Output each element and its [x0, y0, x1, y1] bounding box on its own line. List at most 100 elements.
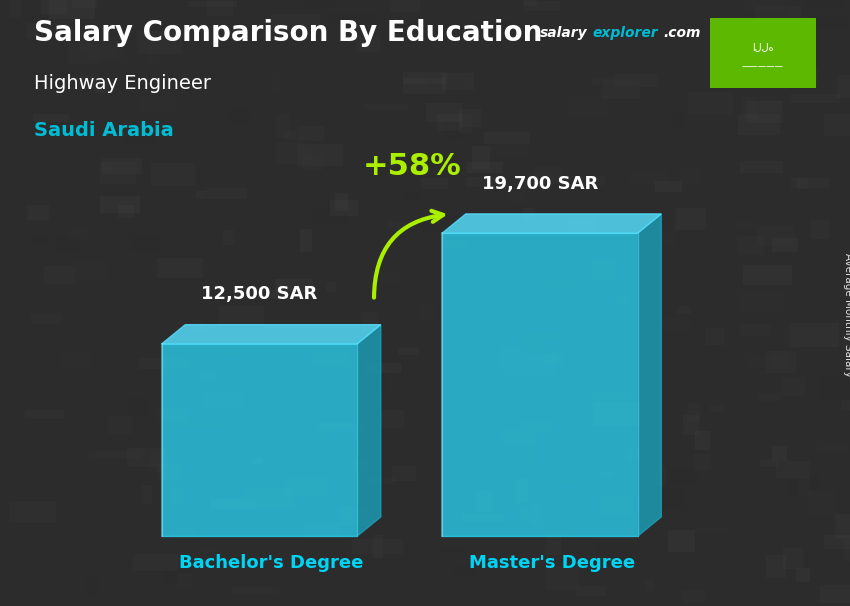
Bar — [766, 555, 786, 579]
Bar — [521, 331, 570, 353]
Bar — [22, 354, 65, 378]
Bar — [109, 416, 133, 434]
Bar — [102, 158, 143, 174]
Bar — [791, 66, 818, 86]
Bar — [835, 514, 850, 538]
Bar — [94, 80, 108, 93]
Bar — [72, 0, 97, 8]
Bar — [505, 354, 555, 375]
Bar — [660, 245, 687, 268]
Bar — [739, 114, 779, 135]
Bar — [667, 468, 698, 485]
Text: 19,700 SAR: 19,700 SAR — [482, 175, 598, 193]
Bar — [590, 265, 609, 277]
Bar — [444, 122, 462, 139]
Bar — [421, 178, 448, 189]
Bar — [441, 241, 467, 248]
Bar — [118, 205, 134, 218]
Bar — [250, 361, 295, 373]
Bar — [654, 181, 683, 192]
Bar — [297, 144, 343, 166]
Bar — [68, 43, 99, 64]
Bar — [139, 31, 182, 54]
Bar — [808, 491, 835, 514]
Bar — [824, 114, 850, 136]
Bar — [560, 176, 604, 187]
Bar — [656, 465, 666, 485]
Bar — [759, 100, 782, 111]
Bar — [772, 238, 797, 253]
Bar — [276, 113, 291, 138]
Bar — [442, 73, 474, 90]
Bar — [298, 126, 324, 141]
Bar — [524, 1, 560, 12]
Polygon shape — [638, 214, 661, 536]
Bar — [128, 448, 167, 467]
Bar — [602, 81, 640, 99]
Bar — [564, 28, 603, 38]
Bar — [511, 181, 526, 203]
Bar — [546, 533, 561, 555]
Bar — [157, 464, 181, 479]
Bar — [517, 479, 528, 502]
Bar — [191, 322, 206, 332]
Bar — [319, 423, 364, 433]
Bar — [830, 273, 850, 293]
Bar — [532, 504, 542, 527]
Bar — [568, 218, 596, 231]
Bar — [419, 592, 447, 599]
Bar — [593, 260, 615, 281]
Bar — [373, 535, 382, 559]
Bar — [552, 478, 590, 485]
Bar — [343, 505, 353, 525]
Bar — [502, 346, 529, 368]
Bar — [467, 162, 503, 173]
Bar — [468, 326, 513, 338]
Bar — [65, 75, 94, 90]
Bar — [207, 0, 233, 16]
Bar — [802, 197, 836, 212]
Bar — [686, 55, 708, 63]
Bar — [482, 145, 528, 159]
Bar — [196, 191, 206, 199]
Bar — [546, 567, 580, 590]
Bar — [710, 405, 727, 411]
Bar — [142, 485, 152, 504]
Bar — [694, 454, 711, 470]
Bar — [428, 78, 464, 87]
Text: Master's Degree: Master's Degree — [468, 554, 635, 573]
Bar — [535, 167, 563, 184]
Bar — [49, 0, 95, 19]
Bar — [523, 0, 537, 6]
Bar — [175, 531, 195, 538]
Bar — [440, 546, 463, 553]
Bar — [26, 571, 70, 584]
Bar — [212, 347, 252, 358]
Bar — [660, 317, 690, 331]
Text: الله: الله — [752, 42, 774, 53]
Bar — [803, 77, 822, 91]
Bar — [148, 347, 189, 366]
Bar — [592, 393, 632, 400]
Bar — [89, 451, 139, 459]
Bar — [174, 422, 221, 428]
Bar — [630, 171, 668, 184]
Bar — [592, 349, 608, 358]
Bar — [271, 73, 280, 94]
Bar — [747, 101, 784, 123]
Polygon shape — [357, 325, 381, 536]
Bar — [100, 162, 136, 184]
Bar — [275, 279, 313, 291]
Bar — [144, 430, 160, 437]
Bar — [683, 590, 706, 603]
Bar — [27, 23, 37, 39]
Bar — [61, 351, 90, 368]
Bar — [818, 442, 847, 453]
Bar — [473, 239, 494, 259]
Bar — [392, 466, 416, 481]
Bar — [742, 49, 769, 60]
Bar — [620, 126, 632, 139]
Bar — [524, 443, 533, 465]
Bar — [157, 258, 203, 278]
Bar — [11, 181, 27, 204]
